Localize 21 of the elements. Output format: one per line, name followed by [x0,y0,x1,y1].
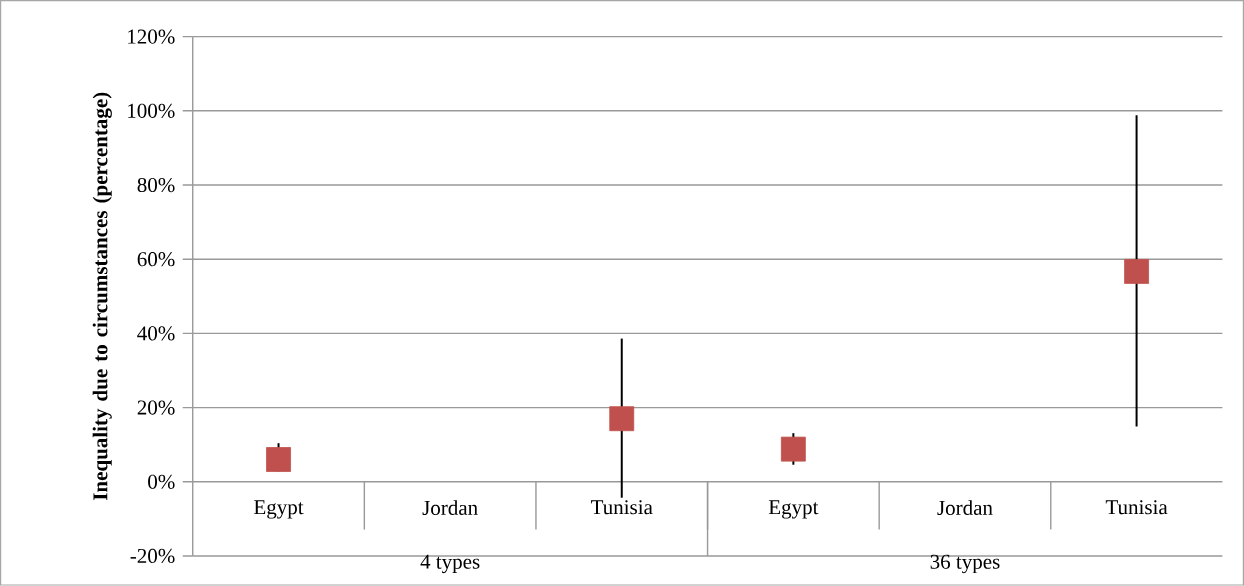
x-tick-label: Jordan [937,500,993,516]
y-tick-label: 60% [137,252,175,267]
y-tick-label: 80% [137,178,175,193]
x-tick-label: Tunisia [590,500,653,515]
point [1124,259,1149,285]
annotation: 36 types [930,554,1000,574]
y-tick-label: 20% [137,400,175,415]
y-tick-label: 120% [128,29,175,44]
point [780,436,806,462]
point [266,447,291,473]
y-tick-label: -20% [130,549,175,564]
annotation: 4 types [420,555,480,574]
y-tick-label: 40% [137,326,175,341]
y-axis-title: Inequality due to circumstances (percentage) [92,92,112,501]
x-tick-label: Egypt [768,500,819,519]
x-tick-label: Jordan [422,500,478,516]
x-tick-label: Tunisia [1105,500,1168,515]
x-tick-label: Egypt [254,500,304,519]
point [609,406,635,432]
y-tick-label: 100% [128,103,175,119]
y-tick-label: 0% [148,474,175,490]
